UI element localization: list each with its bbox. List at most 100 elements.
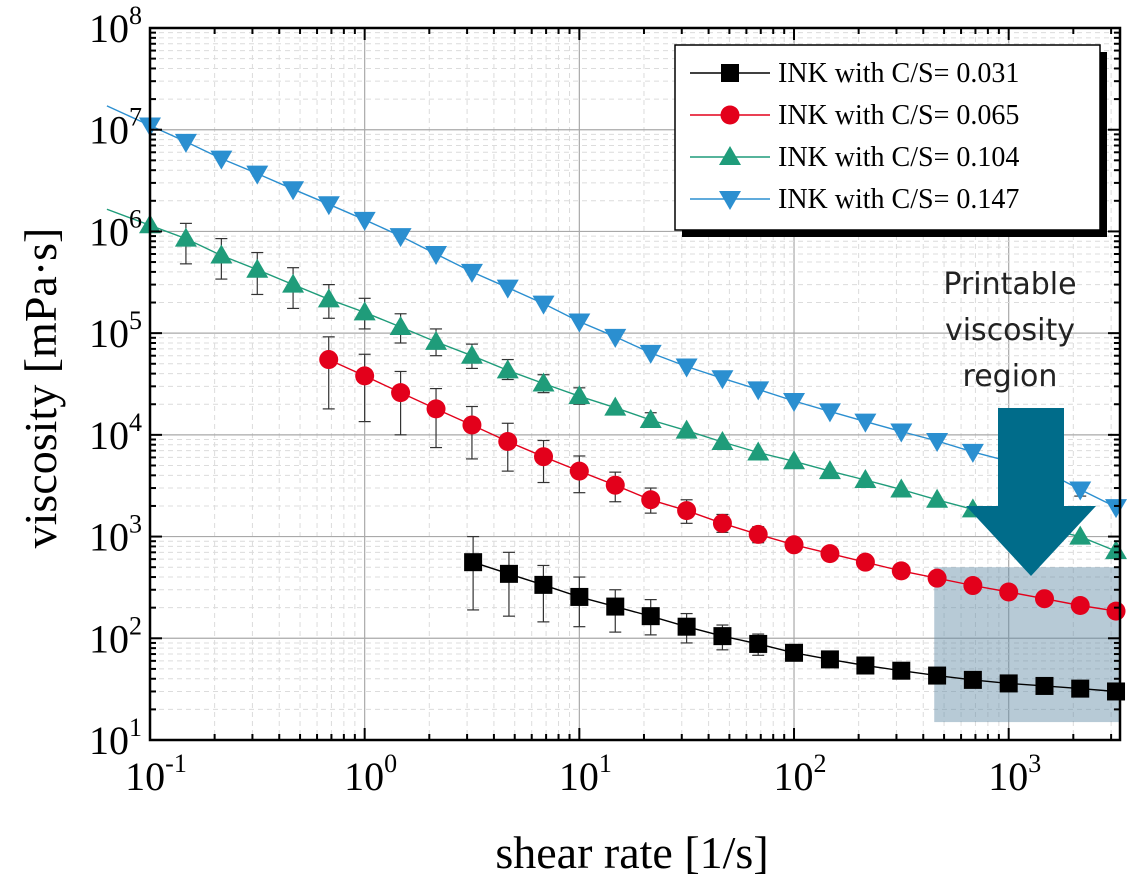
- series-line: [149, 124, 1117, 508]
- printable-region-layer: [934, 567, 1120, 723]
- triangle-up-marker: [246, 258, 269, 278]
- legend-label: INK with C/S= 0.104: [778, 142, 1019, 173]
- square-marker: [570, 587, 589, 606]
- y-tick-label: 105: [89, 306, 142, 356]
- y-tick-label-exponent: 6: [129, 204, 142, 233]
- triangle-down-marker: [282, 181, 305, 201]
- annotation-layer: Printable viscosity region: [943, 267, 1096, 576]
- circle-marker: [712, 513, 732, 533]
- circle-marker: [605, 475, 625, 495]
- square-marker: [534, 575, 553, 594]
- triangle-down-marker: [425, 245, 448, 265]
- legend-label: INK with C/S= 0.031: [778, 58, 1019, 89]
- circle-marker: [426, 399, 446, 419]
- legend-label: INK with C/S= 0.147: [778, 184, 1019, 215]
- circle-marker: [784, 535, 804, 555]
- x-tick-label-base: 10: [125, 754, 165, 799]
- triangle-down-marker: [854, 413, 877, 433]
- annotation-line-1: Printable: [943, 267, 1076, 302]
- triangle-down-marker: [639, 344, 662, 364]
- x-tick-label: 102: [774, 749, 827, 799]
- triangle-up-marker: [210, 244, 233, 264]
- triangle-down-marker: [353, 211, 376, 231]
- square-marker: [499, 564, 518, 583]
- square-marker: [999, 674, 1018, 693]
- circle-marker: [462, 415, 482, 435]
- circle-marker: [534, 447, 554, 467]
- square-marker: [785, 643, 804, 662]
- x-tick-label-base: 10: [988, 754, 1028, 799]
- x-axis-title: shear rate [1/s]: [495, 827, 768, 878]
- triangle-up-marker: [317, 288, 340, 308]
- x-tick-label-exponent: 1: [599, 749, 612, 778]
- y-tick-label-exponent: 7: [129, 103, 142, 132]
- circle-marker: [891, 561, 911, 581]
- circle-marker: [391, 383, 411, 403]
- y-tick-label-exponent: 5: [129, 306, 142, 335]
- triangle-up-marker: [783, 450, 806, 470]
- circle-marker: [820, 544, 840, 564]
- circle-marker: [641, 490, 661, 510]
- y-tick-label-exponent: 3: [129, 510, 142, 539]
- y-tick-label-base: 10: [89, 311, 129, 356]
- triangle-down-marker: [317, 196, 340, 216]
- circle-marker: [963, 576, 983, 596]
- triangle-up-marker: [425, 330, 448, 350]
- square-marker: [713, 627, 732, 646]
- y-tick-label-exponent: 2: [129, 611, 142, 640]
- triangle-up-marker: [353, 301, 376, 321]
- triangle-up-marker: [890, 478, 913, 498]
- printable-region: [934, 567, 1120, 723]
- triangle-down-marker: [210, 150, 233, 170]
- triangle-down-marker: [926, 433, 949, 453]
- y-tick-label-exponent: 1: [129, 713, 142, 742]
- triangle-up-marker: [719, 146, 741, 165]
- y-tick-label-base: 10: [89, 413, 129, 458]
- y-tick-label-base: 10: [89, 616, 129, 661]
- y-tick-label-base: 10: [89, 718, 129, 763]
- x-tick-label: 10-1: [125, 749, 187, 799]
- x-tick-label: 100: [344, 749, 397, 799]
- y-tick-label-exponent: 4: [129, 408, 142, 437]
- y-tick-label-exponent: 8: [129, 1, 142, 30]
- circle-marker: [927, 568, 947, 588]
- triangle-up-marker: [1105, 540, 1128, 560]
- x-tick-label-base: 10: [344, 754, 384, 799]
- y-tick-label: 104: [89, 408, 142, 458]
- legend: INK with C/S= 0.031 INK with C/S= 0.065 IN…: [674, 44, 1107, 237]
- square-marker: [677, 617, 696, 636]
- triangle-down-marker: [604, 328, 627, 348]
- circle-marker: [1106, 601, 1126, 621]
- square-marker: [721, 64, 739, 82]
- triangle-up-marker: [818, 460, 841, 480]
- plot-border: [148, 26, 1122, 742]
- square-marker: [1071, 679, 1090, 698]
- circle-marker: [569, 461, 589, 481]
- x-tick-label-exponent: 3: [1028, 749, 1041, 778]
- triangle-down-marker: [783, 393, 806, 413]
- circle-marker: [355, 366, 375, 386]
- triangle-down-marker: [711, 370, 734, 390]
- square-marker: [641, 607, 660, 626]
- x-tick-label: 103: [988, 749, 1041, 799]
- triangle-down-marker: [890, 423, 913, 443]
- triangle-up-marker: [1069, 525, 1092, 545]
- square-marker: [464, 553, 483, 572]
- triangle-up-marker: [496, 359, 519, 379]
- circle-marker: [677, 501, 697, 521]
- y-tick-label-base: 10: [89, 108, 129, 153]
- x-tick-label-exponent: 0: [384, 749, 397, 778]
- triangle-up-marker: [389, 315, 412, 335]
- triangle-up-marker: [747, 441, 770, 461]
- annotation-line-2: viscosity: [945, 313, 1075, 348]
- triangle-down-marker: [961, 443, 984, 463]
- triangle-up-marker: [711, 431, 734, 451]
- circle-marker: [1034, 589, 1054, 609]
- square-marker: [1035, 676, 1054, 695]
- triangle-down-marker: [174, 133, 197, 153]
- triangle-up-marker: [675, 419, 698, 439]
- y-tick-label-base: 10: [89, 6, 129, 51]
- x-tick-label: 101: [559, 749, 612, 799]
